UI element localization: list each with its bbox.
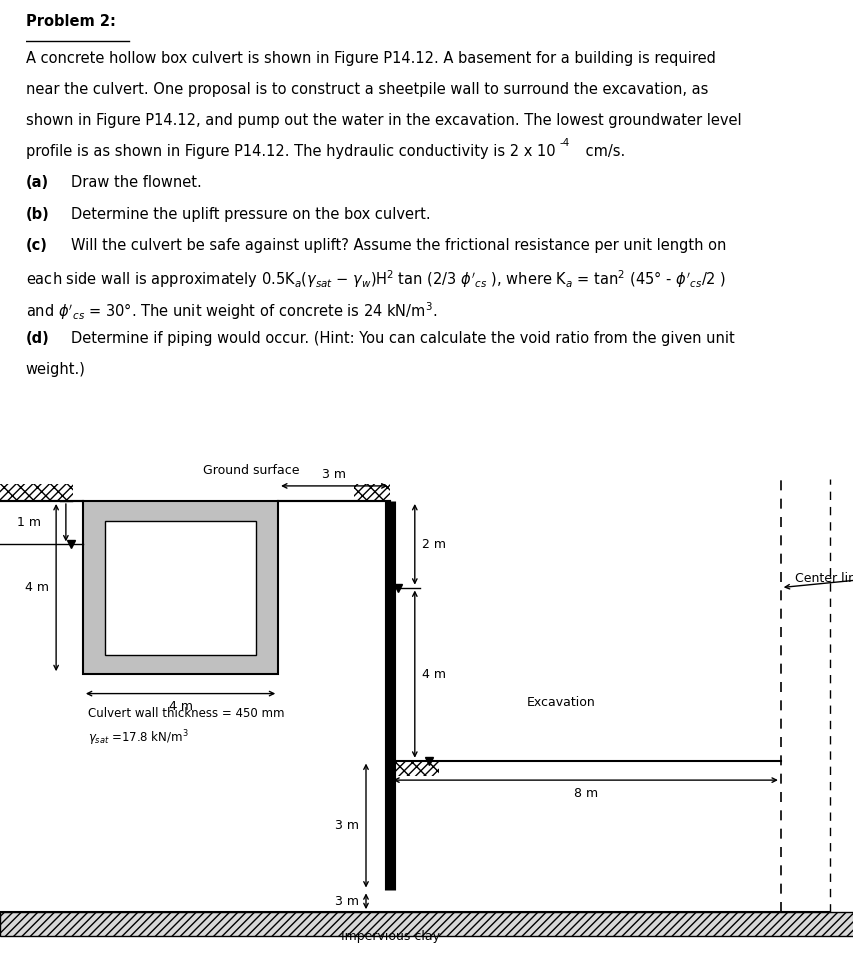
Text: (c): (c) — [26, 237, 48, 253]
Text: (d): (d) — [26, 331, 49, 346]
Text: 3 m: 3 m — [334, 819, 358, 832]
Text: weight.): weight.) — [26, 362, 85, 377]
Text: and $\phi'_{cs}$ = 30°. The unit weight of concrete is 24 kN/m$^3$.: and $\phi'_{cs}$ = 30°. The unit weight … — [26, 300, 437, 322]
Text: Determine if piping would occur. (Hint: You can calculate the void ratio from th: Determine if piping would occur. (Hint: … — [71, 331, 734, 346]
Text: (b): (b) — [26, 206, 49, 222]
Bar — [105, 521, 256, 655]
Text: 2 m: 2 m — [421, 538, 445, 550]
Text: shown in Figure P14.12, and pump out the water in the excavation. The lowest gro: shown in Figure P14.12, and pump out the… — [26, 113, 740, 128]
Text: 3 m: 3 m — [334, 895, 358, 908]
Text: each side wall is approximately 0.5K$_a$($\gamma_{sat}$ $-$ $\gamma_w$)H$^2$ tan: each side wall is approximately 0.5K$_a$… — [26, 269, 725, 290]
Text: Will the culvert be safe against uplift? Assume the frictional resistance per un: Will the culvert be safe against uplift?… — [71, 237, 726, 253]
Text: $\gamma_{sat}$ =17.8 kN/m$^3$: $\gamma_{sat}$ =17.8 kN/m$^3$ — [88, 728, 189, 748]
Text: Center line: Center line — [794, 573, 853, 585]
Text: profile is as shown in Figure P14.12. The hydraulic conductivity is 2 x 10: profile is as shown in Figure P14.12. Th… — [26, 145, 554, 159]
Text: Ground surface: Ground surface — [203, 465, 299, 477]
Text: 1 m: 1 m — [17, 516, 42, 529]
Text: Draw the flownet.: Draw the flownet. — [71, 175, 201, 191]
Text: cm/s.: cm/s. — [580, 145, 624, 159]
Text: 4 m: 4 m — [25, 581, 49, 594]
Text: Problem 2:: Problem 2: — [26, 13, 115, 29]
Text: 3 m: 3 m — [322, 468, 345, 481]
Text: 4 m: 4 m — [168, 700, 192, 713]
Text: near the culvert. One proposal is to construct a sheetpile wall to surround the : near the culvert. One proposal is to con… — [26, 82, 707, 97]
Text: Culvert wall thickness = 450 mm: Culvert wall thickness = 450 mm — [88, 707, 284, 719]
Text: 8 m: 8 m — [573, 787, 597, 799]
Text: A concrete hollow box culvert is shown in Figure P14.12. A basement for a buildi: A concrete hollow box culvert is shown i… — [26, 51, 715, 67]
Text: Excavation: Excavation — [526, 696, 595, 709]
Bar — [390, 761, 438, 776]
Text: (a): (a) — [26, 175, 49, 191]
Text: Determine the uplift pressure on the box culvert.: Determine the uplift pressure on the box… — [71, 206, 430, 222]
Bar — [353, 484, 390, 501]
Text: -4: -4 — [560, 138, 570, 148]
Bar — [0, 912, 853, 936]
Bar — [0, 484, 73, 501]
Bar — [83, 501, 278, 674]
Text: Impervious clay: Impervious clay — [340, 930, 439, 944]
Text: 4 m: 4 m — [421, 668, 445, 681]
